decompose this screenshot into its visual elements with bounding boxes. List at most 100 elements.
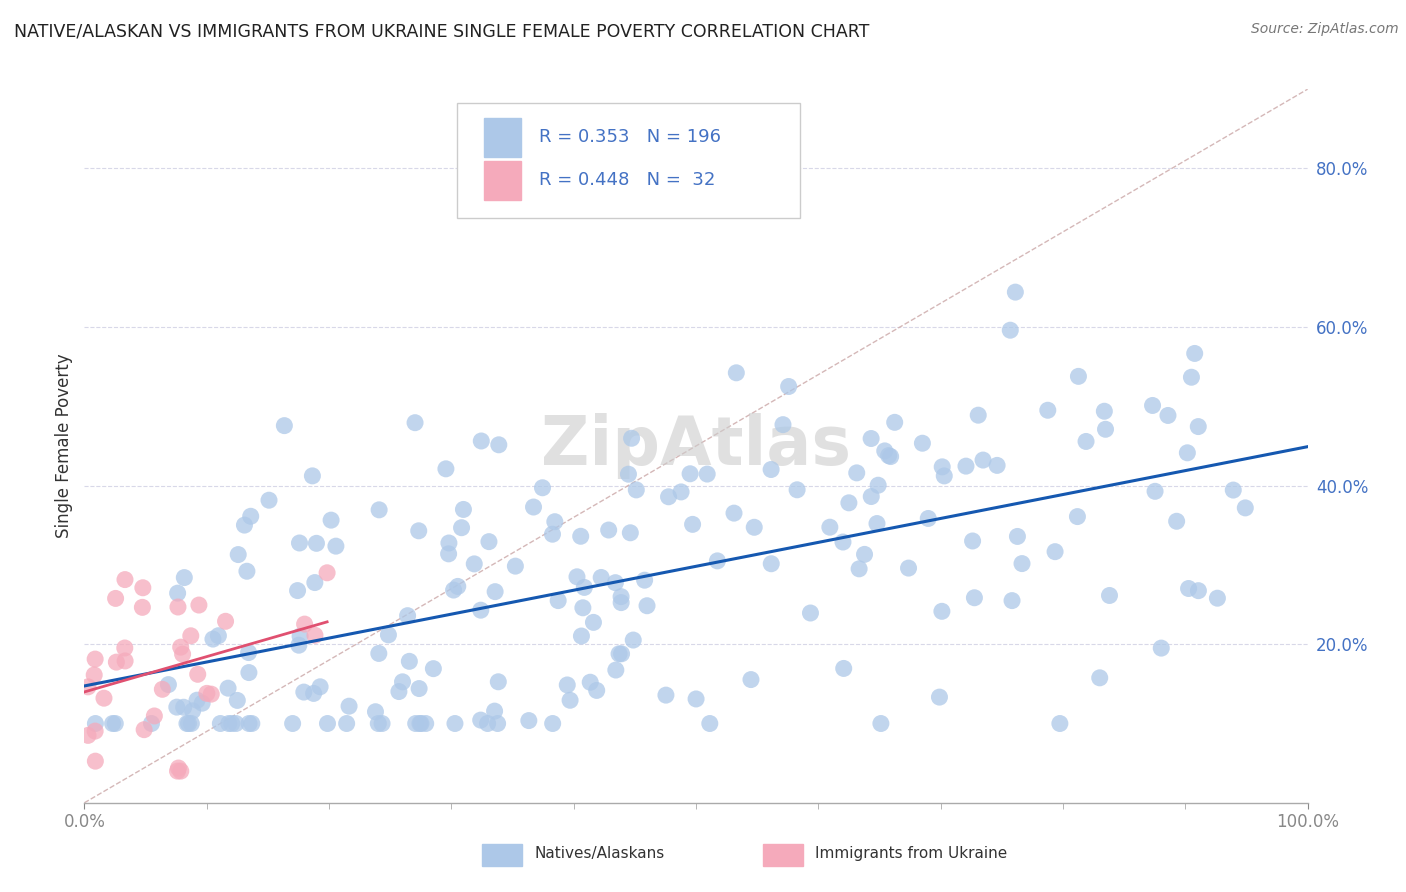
Point bbox=[368, 503, 391, 517]
Point bbox=[83, 668, 105, 682]
Point bbox=[866, 516, 889, 531]
Bar bbox=[482, 844, 522, 866]
Point bbox=[84, 652, 107, 666]
Point bbox=[955, 459, 977, 474]
Point bbox=[304, 575, 326, 590]
Point bbox=[517, 714, 540, 728]
Point bbox=[931, 459, 953, 474]
Point bbox=[486, 674, 509, 689]
Point bbox=[669, 484, 692, 499]
Point bbox=[336, 716, 359, 731]
Point bbox=[238, 716, 260, 731]
Point bbox=[77, 728, 100, 742]
Point bbox=[105, 655, 128, 669]
Point bbox=[620, 431, 643, 445]
Point bbox=[302, 686, 325, 700]
Point bbox=[610, 596, 633, 610]
Point bbox=[574, 581, 596, 595]
Point bbox=[434, 462, 457, 476]
Point bbox=[166, 700, 188, 714]
Point bbox=[585, 683, 607, 698]
Point bbox=[761, 557, 783, 571]
Point bbox=[860, 432, 883, 446]
Point bbox=[172, 647, 194, 661]
Point bbox=[860, 490, 883, 504]
Point bbox=[883, 415, 905, 429]
Point bbox=[316, 566, 339, 580]
Point bbox=[257, 493, 280, 508]
Point bbox=[484, 584, 506, 599]
Point bbox=[240, 716, 263, 731]
Point bbox=[470, 713, 492, 727]
Point bbox=[986, 458, 1008, 473]
Point bbox=[201, 632, 224, 646]
Point bbox=[1088, 671, 1111, 685]
Point bbox=[443, 583, 465, 598]
Point bbox=[371, 716, 394, 731]
Text: R = 0.448   N =  32: R = 0.448 N = 32 bbox=[540, 171, 716, 189]
Point bbox=[132, 581, 155, 595]
Point bbox=[682, 517, 704, 532]
Point bbox=[195, 686, 218, 700]
Point bbox=[404, 416, 426, 430]
Point bbox=[84, 724, 107, 739]
Point bbox=[1222, 483, 1244, 497]
Point bbox=[484, 704, 506, 718]
Point bbox=[305, 536, 328, 550]
Point bbox=[186, 693, 208, 707]
Point bbox=[101, 716, 124, 731]
Point bbox=[221, 716, 243, 731]
Point bbox=[582, 615, 605, 630]
Point bbox=[143, 709, 166, 723]
Point bbox=[463, 557, 485, 571]
Point bbox=[325, 539, 347, 553]
Point bbox=[619, 525, 641, 540]
Point bbox=[870, 716, 893, 731]
Text: R = 0.353   N = 196: R = 0.353 N = 196 bbox=[540, 128, 721, 146]
Point bbox=[166, 586, 188, 600]
Point bbox=[238, 665, 260, 680]
Point bbox=[1180, 370, 1202, 384]
Point bbox=[838, 496, 860, 510]
Point bbox=[558, 693, 581, 707]
Point bbox=[607, 647, 630, 661]
Point bbox=[233, 518, 256, 533]
Point bbox=[1067, 369, 1090, 384]
Point bbox=[547, 593, 569, 607]
Point bbox=[531, 481, 554, 495]
Point bbox=[1092, 404, 1115, 418]
Point bbox=[218, 716, 240, 731]
Point bbox=[281, 716, 304, 731]
Point bbox=[1206, 591, 1229, 606]
Point bbox=[723, 506, 745, 520]
Point bbox=[555, 678, 578, 692]
Y-axis label: Single Female Poverty: Single Female Poverty bbox=[55, 354, 73, 538]
Point bbox=[288, 638, 311, 652]
Point bbox=[679, 467, 702, 481]
Point bbox=[408, 681, 430, 696]
Point bbox=[238, 646, 260, 660]
Point bbox=[928, 690, 950, 705]
Point bbox=[725, 366, 748, 380]
Point bbox=[579, 675, 602, 690]
Point bbox=[236, 564, 259, 578]
Point bbox=[114, 573, 136, 587]
Point bbox=[150, 682, 173, 697]
Point bbox=[409, 716, 432, 731]
Point bbox=[598, 523, 620, 537]
Point bbox=[437, 536, 460, 550]
Point bbox=[1175, 446, 1198, 460]
Point bbox=[610, 590, 633, 604]
Point bbox=[565, 570, 588, 584]
Point bbox=[605, 663, 627, 677]
Point bbox=[1166, 514, 1188, 528]
Point bbox=[1184, 346, 1206, 360]
Point bbox=[1150, 641, 1173, 656]
Point bbox=[170, 764, 193, 778]
Point bbox=[114, 640, 136, 655]
Point bbox=[415, 716, 437, 731]
Point bbox=[294, 617, 316, 632]
Point bbox=[522, 500, 544, 514]
Point bbox=[447, 579, 470, 593]
Point bbox=[699, 716, 721, 731]
